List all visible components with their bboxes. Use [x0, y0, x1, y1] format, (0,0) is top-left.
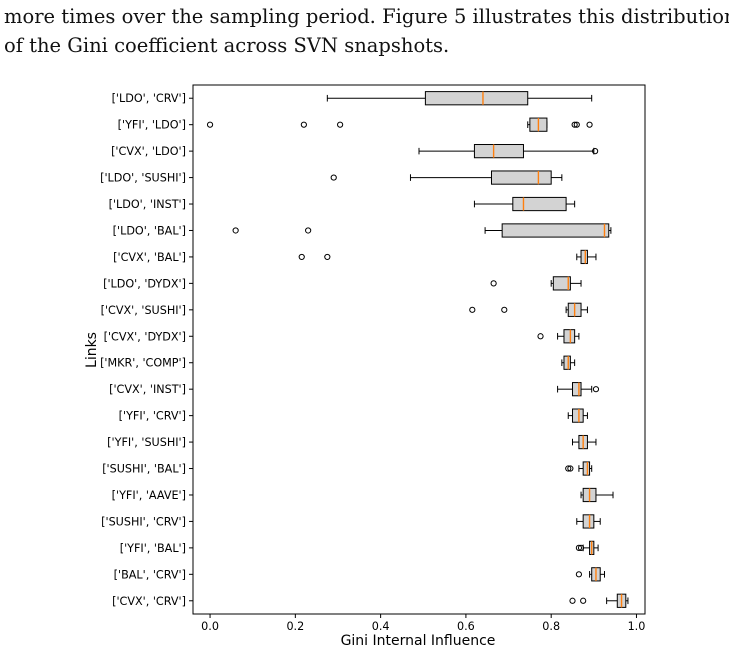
box-iqr	[552, 276, 571, 291]
outlier-point	[592, 386, 600, 393]
x-axis-title: Gini Internal Influence	[341, 633, 496, 649]
y-tick-label: ['YFI', 'CRV']	[119, 410, 186, 423]
y-tick-label: ['LDO', 'INST']	[109, 198, 186, 211]
y-tick-label: ['LDO', 'SUSHI']	[100, 172, 186, 185]
x-tick-label: 1.0	[628, 620, 646, 633]
outlier-point	[586, 121, 593, 128]
y-tick-label: ['YFI', 'LDO']	[118, 119, 186, 132]
outlier-point	[490, 280, 497, 287]
outlier-point	[592, 148, 599, 155]
outlier-point	[577, 544, 585, 551]
y-axis-title: Links	[84, 332, 100, 368]
box-iqr	[582, 461, 591, 476]
outlier-point	[575, 571, 583, 578]
outlier-point	[330, 174, 337, 181]
x-tick-label: 0.4	[372, 620, 390, 633]
box-iqr	[572, 408, 584, 423]
y-tick-label: ['LDO', 'DYDX']	[103, 277, 186, 290]
box-iqr	[501, 223, 610, 238]
y-tick-labels: ['LDO', 'CRV'] ['YFI', 'LDO'] ['CVX', 'LDO…	[100, 92, 193, 608]
outlier-point	[501, 306, 508, 313]
outlier-point	[537, 333, 544, 340]
paper-text-line: more times over the sampling period. Fig…	[4, 5, 729, 28]
outlier-point	[573, 121, 580, 128]
y-tick-label: ['CVX', 'LDO']	[111, 145, 186, 158]
plot-frame	[192, 84, 646, 615]
x-tick-label: 0.2	[286, 620, 304, 633]
y-tick-label: ['CVX', 'CRV']	[112, 595, 186, 608]
y-tick-label: ['SUSHI', 'CRV']	[101, 515, 186, 528]
box-iqr	[580, 249, 588, 265]
paper-text-line: of the Gini coefficient across SVN snaps…	[4, 34, 450, 57]
y-tick-label: ['CVX', 'BAL']	[113, 251, 186, 264]
box-iqr	[563, 329, 576, 344]
y-tick-label: ['YFI', 'BAL']	[120, 542, 186, 555]
box-iqr	[572, 382, 582, 397]
y-tick-label: ['YFI', 'SUSHI']	[107, 436, 186, 449]
outlier-point	[337, 121, 344, 128]
outlier-point	[580, 597, 587, 604]
outlier-point	[575, 544, 583, 551]
x-tick-label: 0.8	[542, 620, 560, 633]
paper-body-text: more times over the sampling period. Fig…	[4, 2, 729, 60]
x-tick-labels: 0.0 0.2 0.4 0.6 0.8 1.0	[201, 614, 645, 633]
y-tick-label: ['CVX', 'SUSHI']	[101, 304, 186, 317]
x-tick-label: 0.0	[201, 620, 219, 633]
box-iqr	[512, 196, 567, 212]
outlier-point	[298, 253, 305, 261]
outlier-point	[569, 597, 576, 604]
outlier-point	[305, 227, 312, 234]
y-tick-label: ['CVX', 'DYDX']	[104, 330, 186, 343]
box-iqr	[473, 144, 524, 159]
box-iqr	[563, 355, 571, 370]
y-tick-label: ['LDO', 'BAL']	[113, 224, 186, 237]
plot-area	[206, 91, 629, 608]
y-tick-label: ['SUSHI', 'BAL']	[102, 463, 186, 476]
y-tick-label: ['LDO', 'CRV']	[112, 92, 186, 105]
y-tick-label: ['YFI', 'AAVE']	[112, 489, 186, 502]
y-tick-label: ['CVX', 'INST']	[109, 383, 186, 396]
box-iqr	[490, 170, 552, 185]
outlier-point	[567, 465, 574, 472]
box-iqr	[582, 514, 595, 529]
box-iqr	[424, 91, 529, 106]
outlier-point	[232, 227, 239, 234]
outlier-point	[469, 306, 476, 313]
outlier-point	[571, 121, 578, 128]
y-tick-label: ['BAL', 'CRV']	[114, 568, 186, 581]
x-tick-label: 0.6	[457, 620, 475, 633]
outlier-point	[206, 121, 214, 128]
outlier-point	[300, 121, 307, 128]
outlier-point	[565, 465, 572, 472]
y-tick-label: ['MKR', 'COMP']	[100, 357, 186, 370]
outlier-point	[324, 253, 331, 261]
